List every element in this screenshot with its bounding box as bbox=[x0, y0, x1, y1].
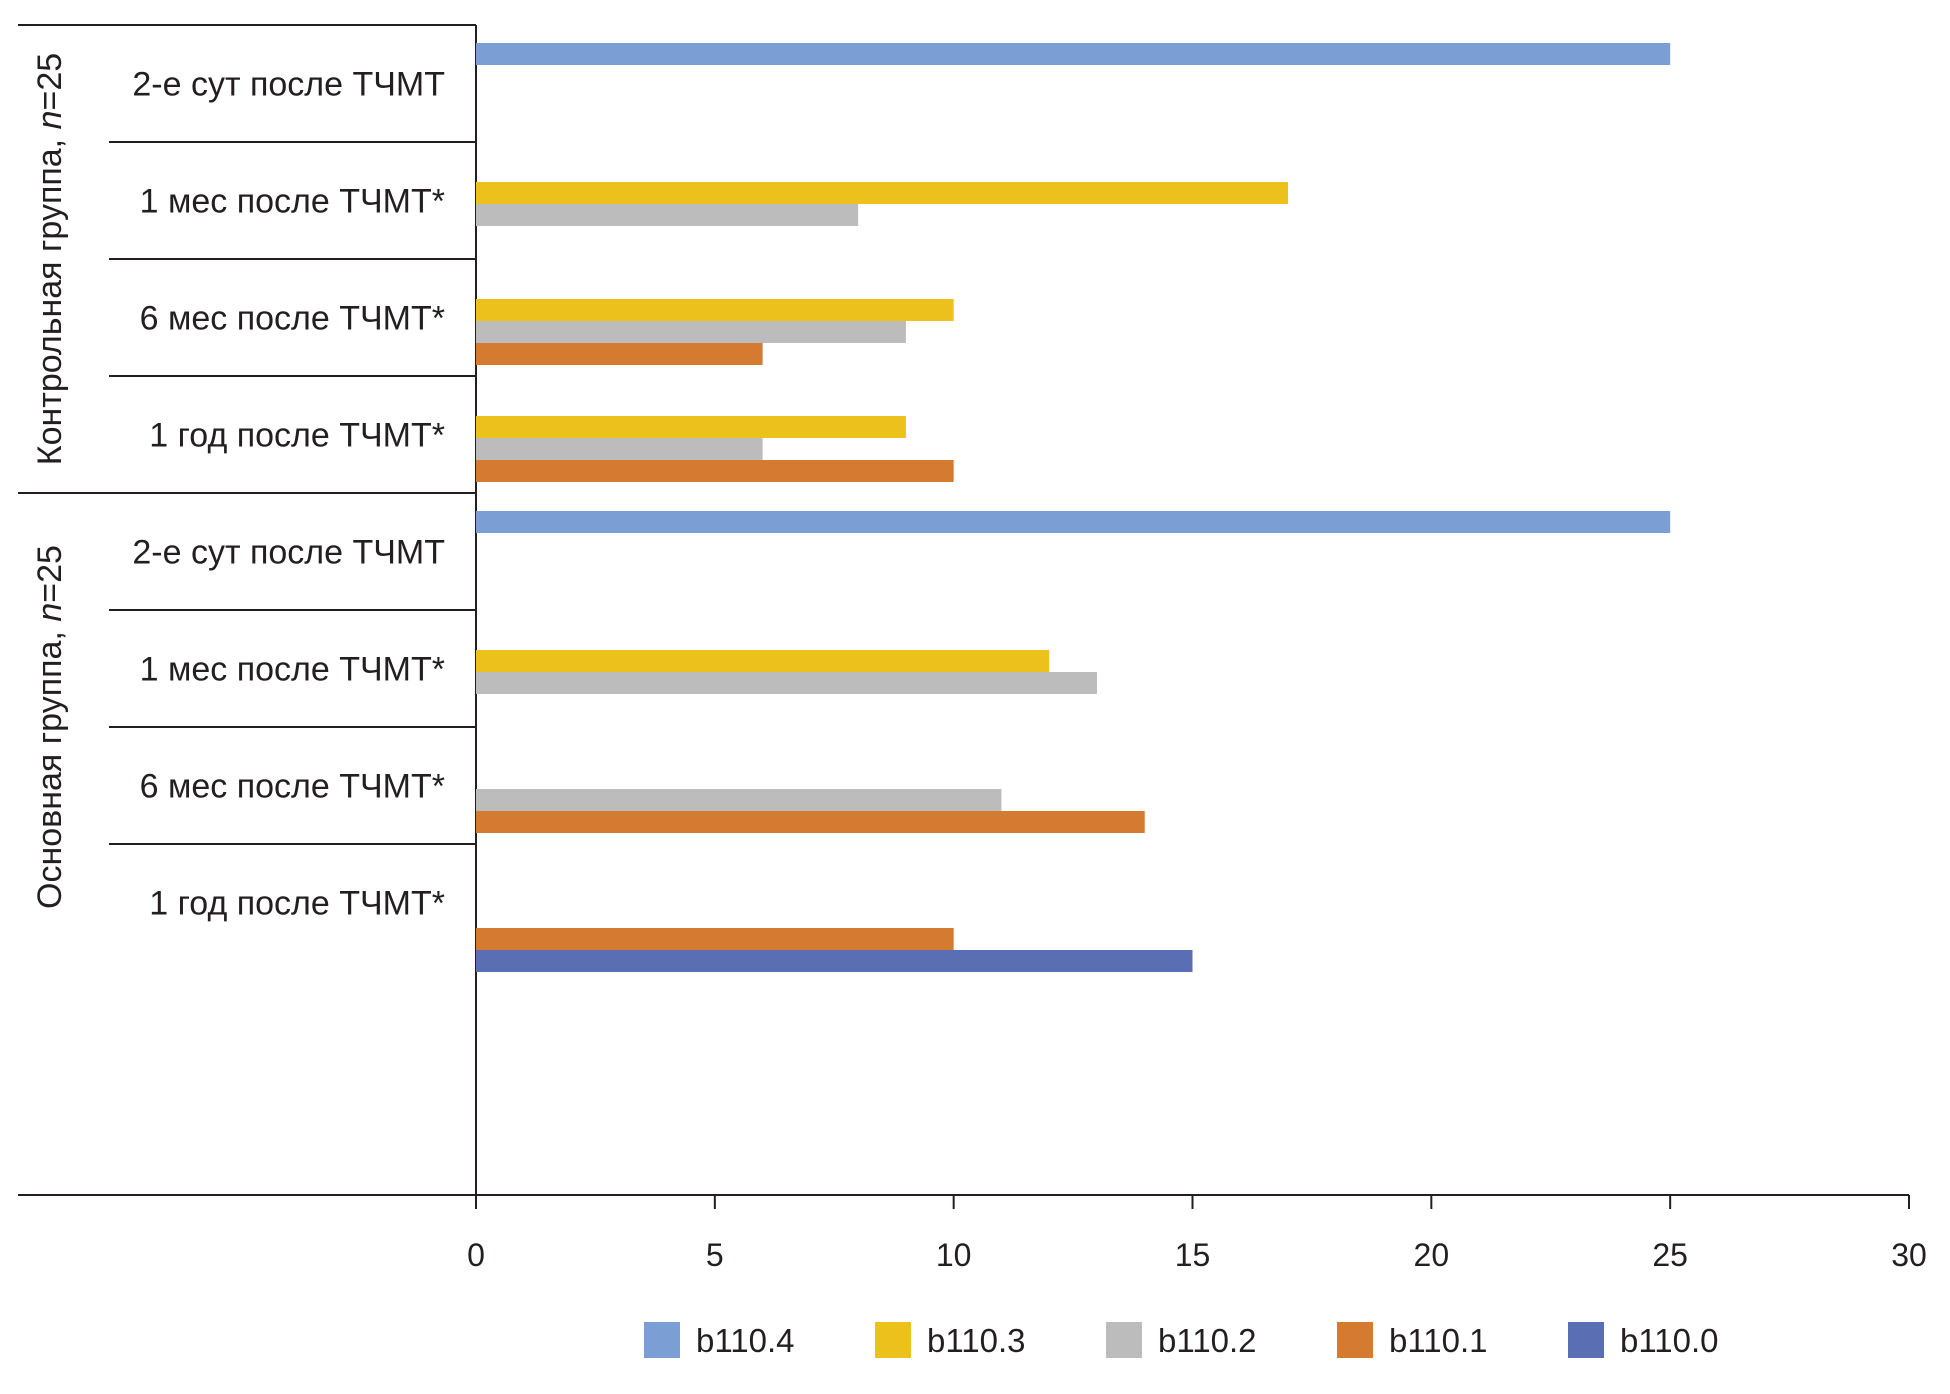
bar-b110-1 bbox=[476, 811, 1145, 833]
chart-bars bbox=[476, 43, 1671, 972]
bar-b110-3 bbox=[476, 650, 1050, 672]
bar-b110-4 bbox=[476, 511, 1671, 533]
bar-b110-3 bbox=[476, 416, 906, 438]
bar-b110-1 bbox=[476, 460, 954, 482]
category-label: 2-е сут после ТЧМТ bbox=[132, 534, 445, 572]
x-tick-label: 25 bbox=[1652, 1237, 1688, 1273]
x-tick-label: 30 bbox=[1891, 1237, 1927, 1273]
bar-b110-2 bbox=[476, 438, 763, 460]
bar-b110-1 bbox=[476, 343, 763, 365]
legend: b110.4 b110.3 b110.2 b110.1 b110.0 bbox=[644, 1322, 1718, 1359]
group-label: Основная группа, n=25 bbox=[31, 545, 69, 909]
x-tick-label: 20 bbox=[1414, 1237, 1450, 1273]
category-label: 6 мес после ТЧМТ* bbox=[140, 768, 445, 806]
bar-b110-2 bbox=[476, 321, 906, 343]
category-label: 1 мес после ТЧМТ* bbox=[140, 183, 445, 221]
legend-swatch bbox=[644, 1322, 680, 1358]
bar-b110-4 bbox=[476, 43, 1671, 65]
legend-swatch bbox=[875, 1322, 911, 1358]
x-tick-label: 10 bbox=[936, 1237, 972, 1273]
legend-swatch bbox=[1337, 1322, 1373, 1358]
category-label: 1 год после ТЧМТ* bbox=[149, 885, 445, 923]
bar-b110-1 bbox=[476, 928, 954, 950]
bar-b110-0 bbox=[476, 950, 1193, 972]
legend-label: b110.0 bbox=[1620, 1322, 1718, 1359]
x-tick-label: 15 bbox=[1175, 1237, 1211, 1273]
bar-b110-2 bbox=[476, 672, 1097, 694]
x-tick-label: 0 bbox=[467, 1237, 485, 1273]
category-label: 1 мес после ТЧМТ* bbox=[140, 651, 445, 689]
category-label: 2-е сут после ТЧМТ bbox=[132, 66, 445, 104]
legend-swatch bbox=[1106, 1322, 1142, 1358]
legend-label: b110.4 bbox=[696, 1322, 794, 1359]
legend-swatch bbox=[1568, 1322, 1604, 1358]
group-label: Контрольная группа, n=25 bbox=[31, 53, 69, 465]
group-labels: Контрольная группа, n=25 Основная группа,… bbox=[31, 53, 69, 909]
bar-b110-3 bbox=[476, 182, 1289, 204]
bar-b110-2 bbox=[476, 789, 1002, 811]
legend-label: b110.1 bbox=[1389, 1322, 1487, 1359]
legend-label: b110.3 bbox=[927, 1322, 1025, 1359]
category-label: 6 мес после ТЧМТ* bbox=[140, 300, 445, 338]
category-labels: 2-е сут после ТЧМТ 1 мес после ТЧМТ* 6 мес… bbox=[132, 66, 445, 923]
bar-b110-2 bbox=[476, 204, 859, 226]
bar-b110-3 bbox=[476, 299, 954, 321]
chart-structure bbox=[18, 24, 1909, 1196]
x-tick-label: 5 bbox=[706, 1237, 724, 1273]
x-axis-ticks: 0 5 10 15 20 25 30 bbox=[467, 1195, 1927, 1273]
legend-label: b110.2 bbox=[1158, 1322, 1256, 1359]
category-label: 1 год после ТЧМТ* bbox=[149, 417, 445, 455]
